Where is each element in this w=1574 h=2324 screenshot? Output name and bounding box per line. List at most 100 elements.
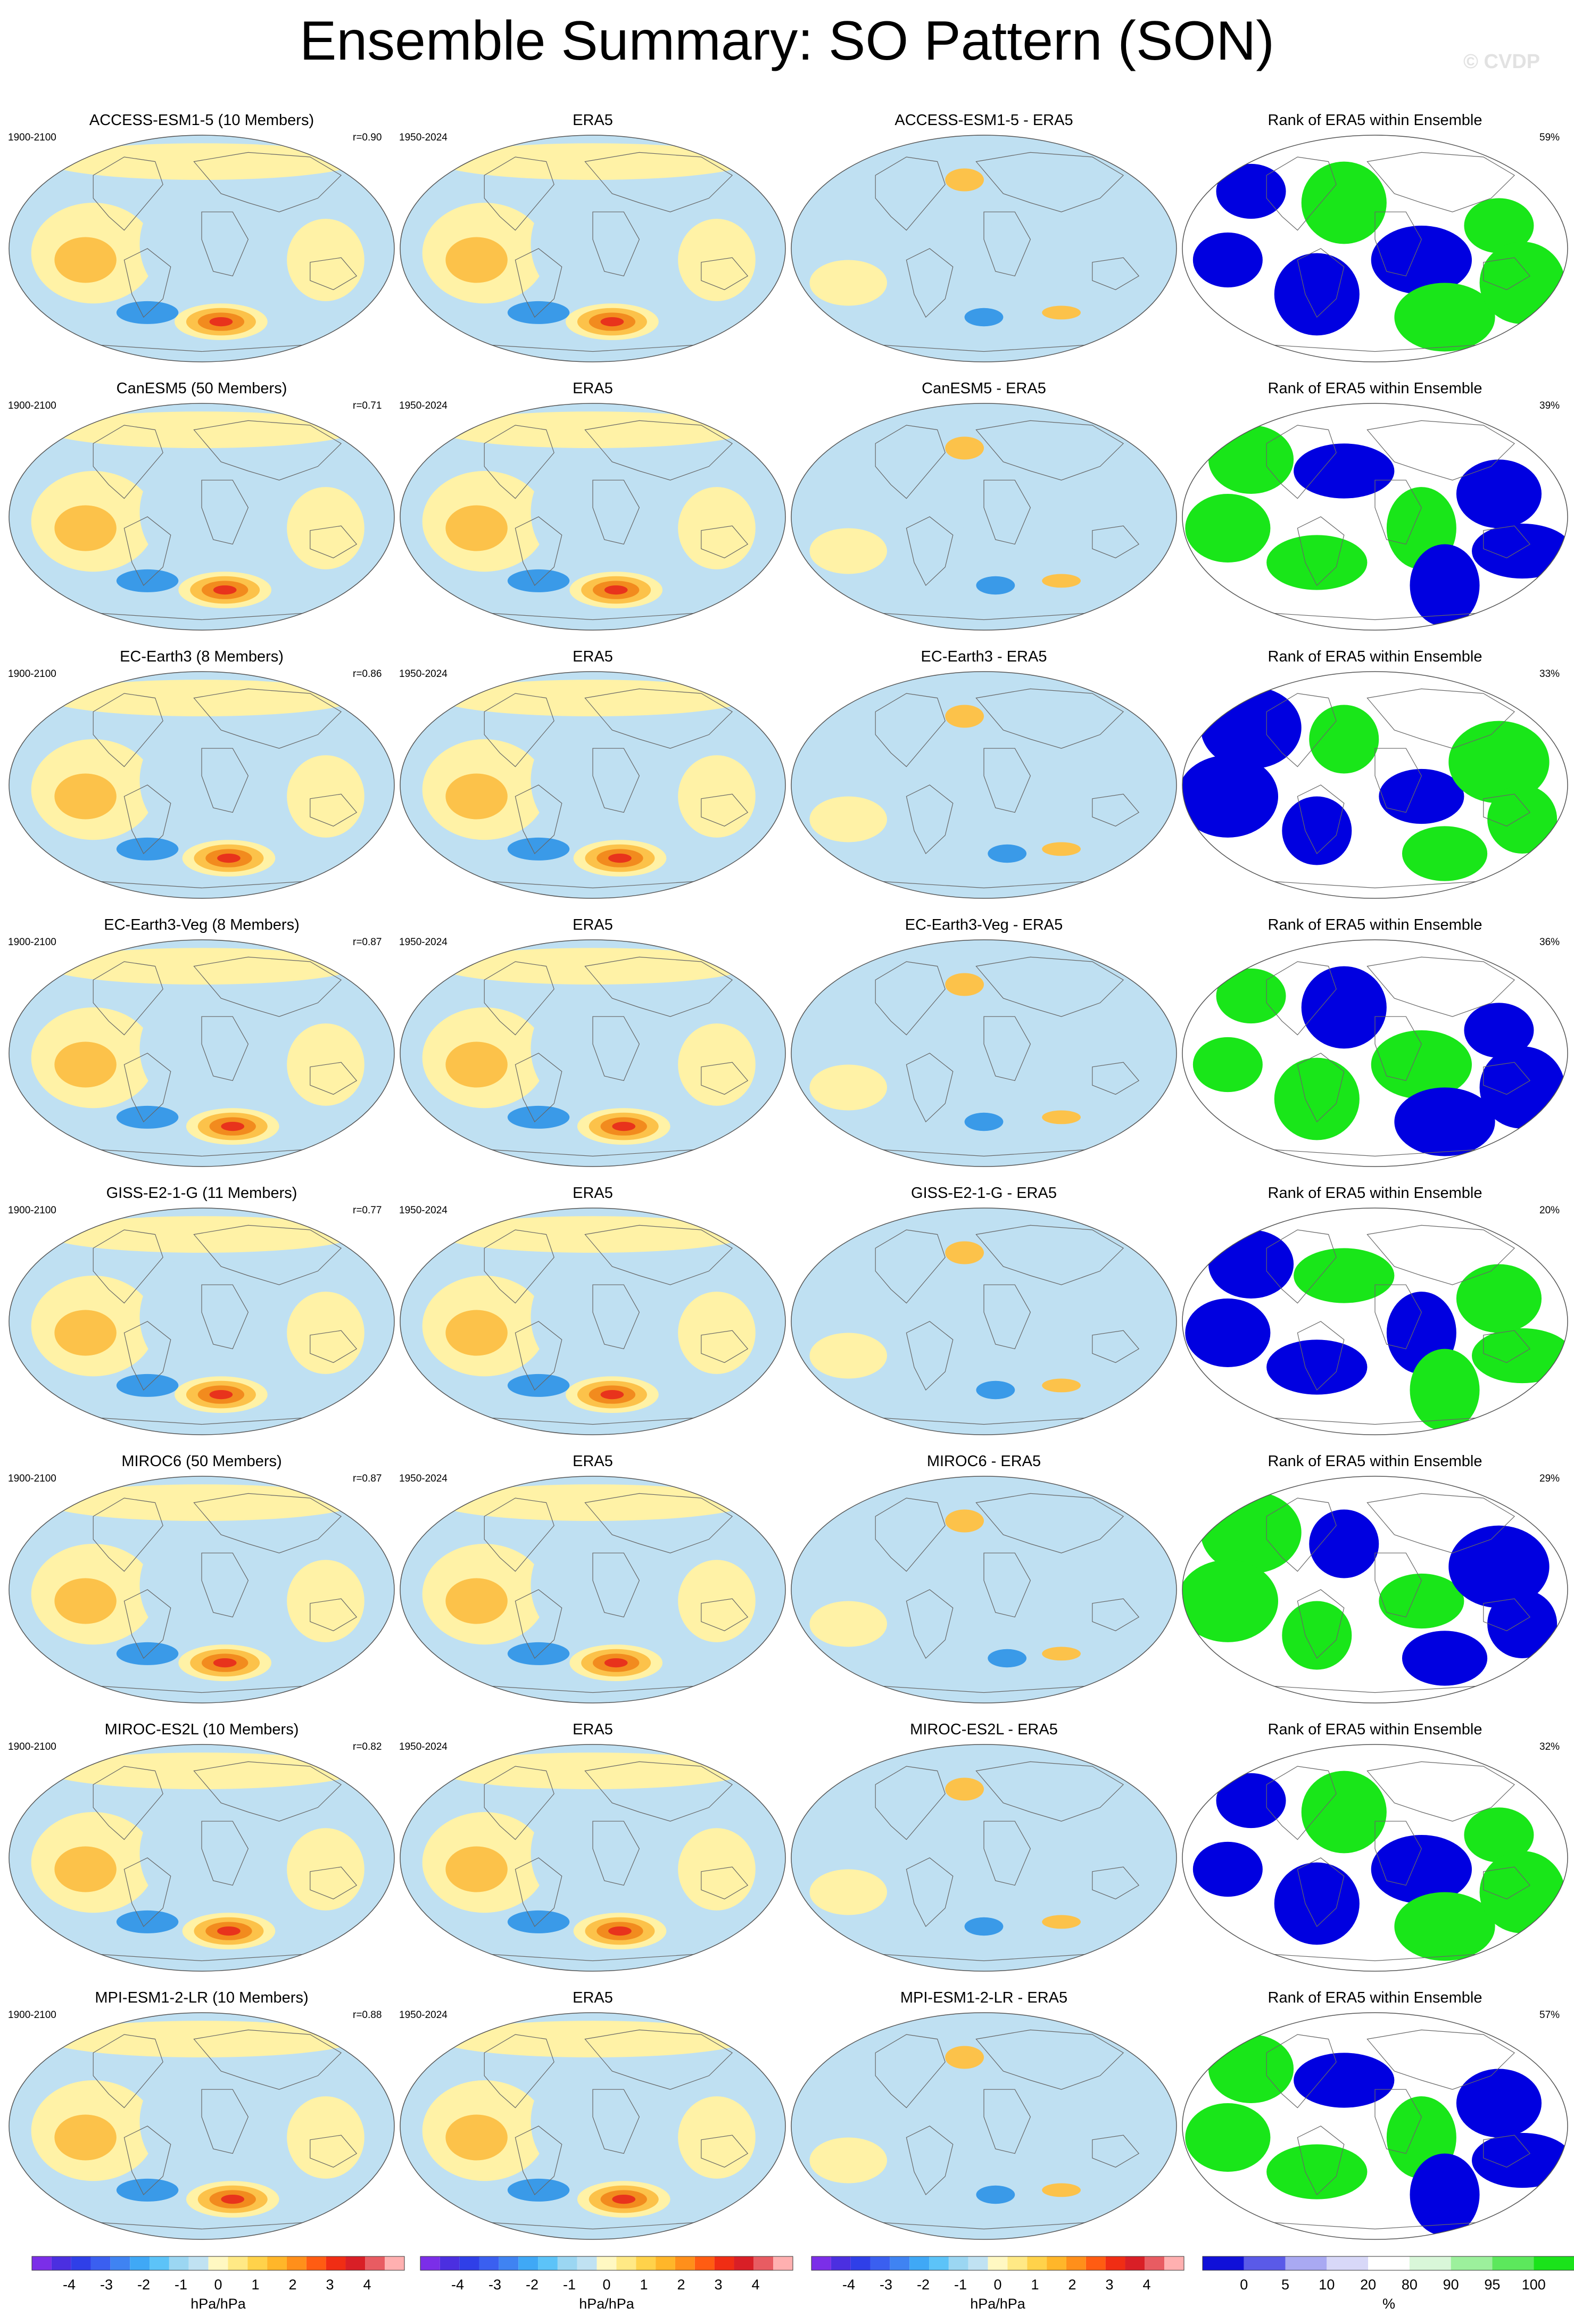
negative-region [139, 1793, 248, 1913]
rank-panel-title: Rank of ERA5 within Ensemble [1268, 1721, 1482, 1738]
positive-region [445, 1578, 508, 1624]
coastline [484, 961, 554, 1036]
positive-region [612, 1122, 636, 1131]
colorbar-tick-label: 95 [1484, 2277, 1500, 2293]
colorbar-swatch [420, 2256, 440, 2270]
colorbar-swatch [90, 2256, 111, 2270]
colorbar-swatch [459, 2256, 479, 2270]
coastline [1266, 1954, 1484, 1962]
diff-panel-title: ACCESS-ESM1-5 - ERA5 [894, 112, 1073, 129]
page-title: Ensemble Summary: SO Pattern (SON) [299, 10, 1275, 72]
obs-map [400, 135, 786, 362]
coastline [584, 2029, 733, 2090]
coastline [201, 1284, 249, 1350]
coastline [701, 525, 749, 559]
coastline [1266, 1685, 1484, 1693]
colorbar-swatch [714, 2256, 734, 2270]
low-rank-region [1410, 2153, 1480, 2236]
colorbar-tick-label: 3 [714, 2277, 722, 2293]
coastline [93, 961, 163, 1036]
colorbar-unit: hPa/hPa [970, 2296, 1026, 2312]
positive-region [437, 411, 748, 448]
coastline [906, 2125, 954, 2195]
coastline [1366, 1493, 1515, 1553]
anomaly-region [821, 716, 992, 808]
colorbar-swatch [636, 2256, 656, 2270]
obs-period: 1950-2024 [399, 668, 448, 680]
anomaly-region [999, 991, 1139, 1093]
field-layer [422, 411, 756, 608]
map-border [9, 403, 395, 631]
rank-panel-title: Rank of ERA5 within Ensemble [1268, 380, 1482, 397]
anomaly-region [945, 168, 984, 192]
coastline [515, 1053, 562, 1122]
positive-region [54, 1041, 117, 1088]
coastlines [875, 1493, 1140, 1693]
map-border [400, 1476, 786, 1703]
low-rank-region [1410, 544, 1480, 627]
coastline [1297, 248, 1345, 318]
era5-panel-title: ERA5 [573, 112, 613, 129]
coastlines [484, 1493, 749, 1693]
coastline [484, 344, 701, 352]
coastline [1374, 748, 1422, 813]
positive-region [445, 1310, 508, 1356]
model-panel-title: MIROC6 (50 Members) [121, 1453, 282, 1470]
colorbar-tick-label: -3 [488, 2277, 501, 2293]
obs-period: 1950-2024 [399, 400, 448, 411]
positive-region [608, 854, 632, 863]
positive-region [445, 1041, 508, 1088]
field-layer [1192, 1771, 1565, 1961]
rank-panel-title: Rank of ERA5 within Ensemble [1268, 1453, 1482, 1470]
colorbar-swatch [616, 2256, 636, 2270]
coastline [1297, 1589, 1345, 1659]
anomaly-region [999, 186, 1139, 288]
negative-region [531, 1793, 640, 1913]
diff-panel-title: GISS-E2-1-G - ERA5 [911, 1185, 1057, 1202]
anomaly-region [809, 1064, 887, 1111]
anomaly-region [1042, 842, 1081, 856]
coastline [1266, 2034, 1337, 2108]
high-rank-region [1448, 721, 1550, 804]
coastline [983, 1016, 1031, 1081]
anomaly-region [976, 2185, 1015, 2204]
coastline [701, 257, 749, 291]
coastline [592, 1821, 640, 1886]
coastline [93, 693, 163, 767]
correlation-value: r=0.82 [353, 1741, 382, 1752]
positive-region [604, 585, 628, 595]
map-border [1182, 671, 1568, 899]
coastline [875, 693, 946, 767]
coastline [592, 2089, 640, 2154]
coastline [1266, 344, 1484, 352]
low-rank-region [1472, 523, 1568, 579]
high-rank-region [1282, 1601, 1352, 1670]
positive-region [46, 1484, 357, 1521]
positive-region [54, 1310, 117, 1356]
high-rank-region [1472, 1328, 1568, 1384]
anomaly-region [821, 180, 992, 271]
negative-region [139, 452, 248, 572]
coastlines [484, 956, 749, 1157]
coastline [975, 420, 1124, 481]
coastline [93, 1766, 163, 1840]
anomaly-region [999, 454, 1139, 556]
coastline [484, 1954, 701, 1962]
diff-panel-title: MIROC6 - ERA5 [926, 1453, 1041, 1470]
colorbar-tick-label: 0 [993, 2277, 1001, 2293]
model-panel-title: EC-Earth3-Veg (8 Members) [104, 916, 300, 933]
coastline [310, 257, 358, 291]
colorbar-swatch [538, 2256, 558, 2270]
positive-region [54, 1846, 117, 1892]
coastline [983, 479, 1031, 545]
obs-map [400, 2012, 786, 2240]
coastline [93, 1685, 310, 1693]
coastline [875, 1685, 1092, 1693]
coastline [1374, 1284, 1422, 1350]
colorbar-swatch [850, 2256, 871, 2270]
anomaly-region [999, 2064, 1139, 2165]
pattern-colorbar: -4 -3 -2 -1 0 1 2 3 4 hPa/hPa [31, 2256, 405, 2312]
map-border [1182, 939, 1568, 1167]
coastline [123, 1053, 171, 1122]
colorbar-swatch [831, 2256, 851, 2270]
